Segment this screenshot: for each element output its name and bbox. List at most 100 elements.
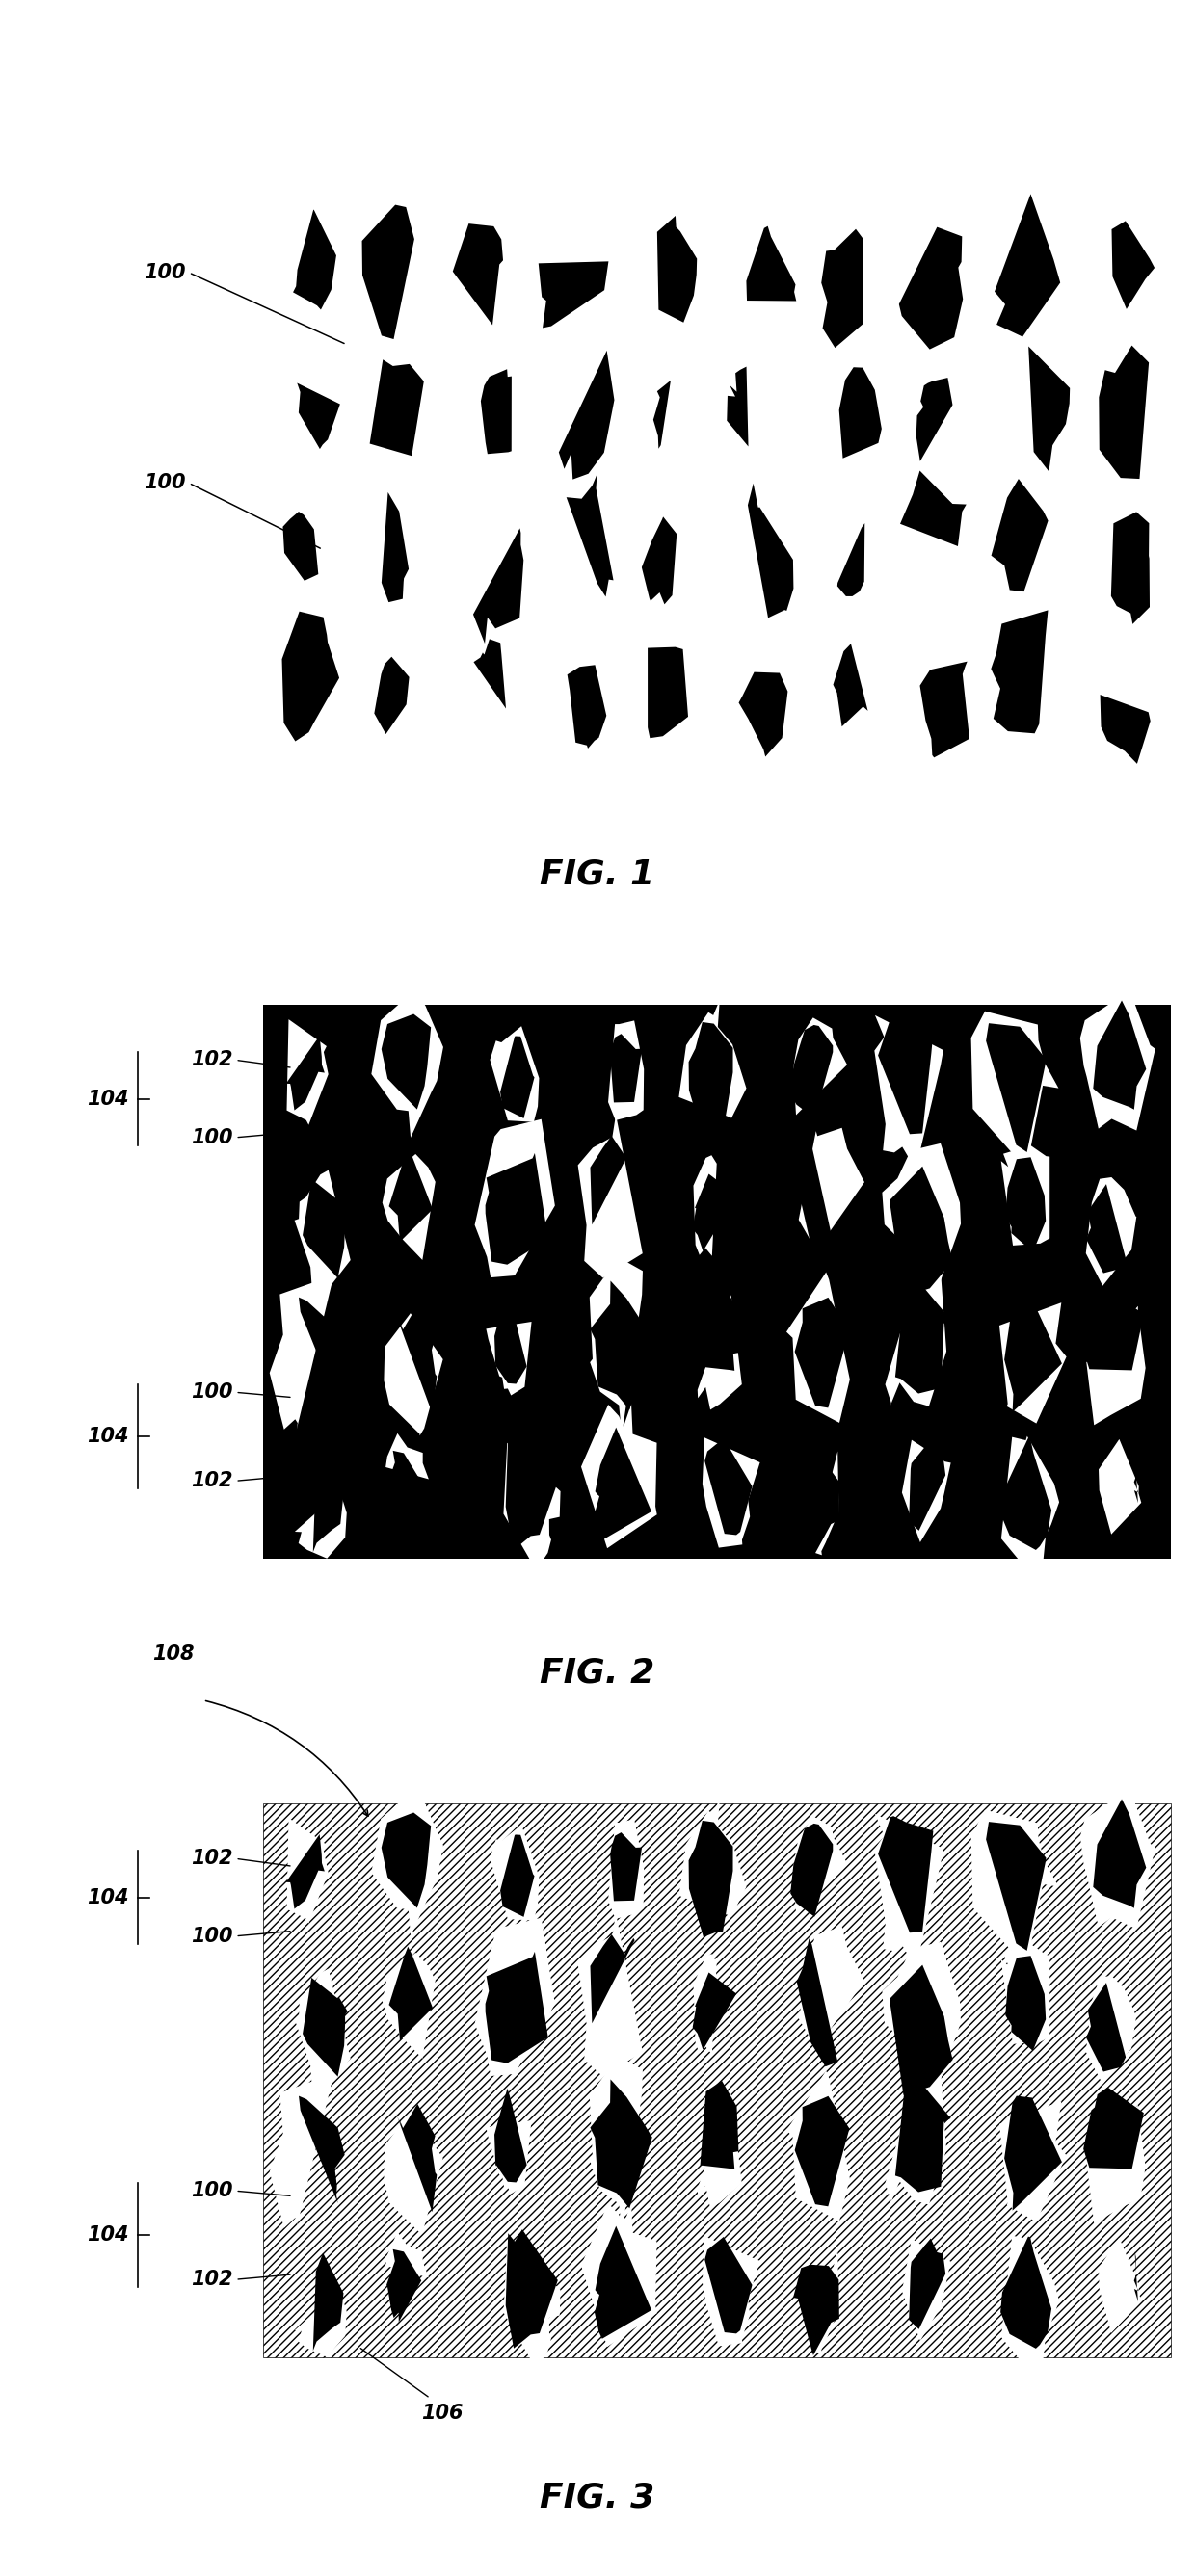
Text: 104: 104 [86, 1888, 129, 1906]
Text: 106: 106 [421, 2403, 464, 2421]
Polygon shape [381, 492, 409, 603]
Polygon shape [313, 2254, 343, 2352]
Polygon shape [590, 1935, 635, 2022]
Polygon shape [972, 1012, 1059, 1172]
Polygon shape [374, 657, 409, 734]
Polygon shape [568, 665, 606, 750]
Polygon shape [299, 1298, 344, 1404]
Polygon shape [590, 2079, 652, 2208]
Polygon shape [1001, 1945, 1049, 2045]
Polygon shape [1086, 1185, 1126, 1273]
Text: 102: 102 [191, 2269, 233, 2290]
Polygon shape [287, 1819, 329, 1924]
Polygon shape [501, 1036, 534, 1118]
Text: 102: 102 [191, 1471, 233, 1492]
Polygon shape [505, 2228, 558, 2349]
Polygon shape [495, 2089, 527, 2182]
Polygon shape [473, 528, 523, 644]
Polygon shape [838, 523, 865, 595]
Polygon shape [299, 2097, 344, 2202]
Polygon shape [991, 611, 1048, 734]
Polygon shape [793, 1816, 847, 1914]
Polygon shape [795, 1298, 850, 1409]
Polygon shape [878, 1018, 933, 1133]
Text: 100: 100 [143, 474, 185, 492]
Polygon shape [1084, 2087, 1144, 2169]
Polygon shape [900, 471, 967, 546]
Polygon shape [611, 1832, 642, 1901]
Polygon shape [1086, 2105, 1146, 2223]
Polygon shape [270, 1275, 333, 1430]
Polygon shape [1080, 992, 1156, 1131]
Polygon shape [885, 2050, 946, 2205]
Polygon shape [1093, 999, 1146, 1110]
Polygon shape [578, 1914, 643, 2076]
Polygon shape [1111, 222, 1154, 309]
Polygon shape [1000, 1437, 1052, 1551]
Polygon shape [480, 368, 511, 453]
Polygon shape [595, 2226, 651, 2339]
Polygon shape [679, 999, 747, 1118]
Polygon shape [286, 1036, 325, 1110]
Polygon shape [566, 474, 613, 598]
Polygon shape [1098, 2239, 1141, 2334]
Polygon shape [693, 1973, 736, 2050]
Polygon shape [648, 647, 688, 739]
Polygon shape [790, 1025, 833, 1118]
Polygon shape [486, 2120, 532, 2195]
Polygon shape [1111, 513, 1150, 623]
Polygon shape [739, 672, 788, 757]
Polygon shape [991, 479, 1048, 592]
Polygon shape [654, 381, 670, 448]
Polygon shape [295, 1492, 347, 1558]
Polygon shape [384, 2112, 443, 2233]
Polygon shape [294, 1968, 350, 2094]
Polygon shape [595, 1427, 651, 1540]
Polygon shape [882, 1144, 961, 1280]
Polygon shape [798, 1128, 864, 1249]
Text: 100: 100 [191, 1383, 233, 1401]
Polygon shape [608, 1819, 644, 1919]
Polygon shape [786, 2071, 850, 2221]
Polygon shape [293, 209, 336, 309]
Polygon shape [902, 2239, 951, 2342]
Polygon shape [1086, 1976, 1136, 2084]
Text: 104: 104 [86, 2226, 129, 2244]
Text: 100: 100 [191, 2182, 233, 2200]
Polygon shape [1093, 1798, 1146, 1909]
Polygon shape [790, 1824, 833, 1917]
Polygon shape [298, 384, 341, 448]
Bar [263, 1005, 1171, 1558]
Polygon shape [727, 366, 748, 446]
Polygon shape [270, 2074, 333, 2228]
Polygon shape [581, 1404, 657, 1548]
Polygon shape [1086, 1306, 1146, 1425]
Text: FIG. 2: FIG. 2 [540, 1656, 655, 1690]
Polygon shape [590, 1280, 652, 1409]
Polygon shape [381, 1015, 431, 1110]
Polygon shape [396, 2105, 437, 2213]
Polygon shape [813, 1450, 839, 1556]
Polygon shape [282, 611, 339, 742]
Polygon shape [693, 1953, 717, 2056]
Polygon shape [503, 2241, 560, 2370]
Polygon shape [705, 1437, 752, 1535]
Polygon shape [798, 1927, 864, 2048]
Polygon shape [388, 1149, 433, 1242]
Polygon shape [909, 1440, 945, 1530]
Polygon shape [386, 2231, 429, 2277]
Polygon shape [1004, 2097, 1062, 2210]
Polygon shape [1001, 1435, 1059, 1566]
Polygon shape [453, 224, 503, 325]
Text: 102: 102 [191, 1051, 233, 1069]
Polygon shape [999, 2102, 1066, 2223]
Polygon shape [473, 639, 505, 708]
Polygon shape [747, 227, 796, 301]
Polygon shape [495, 1291, 527, 1383]
Text: FIG. 3: FIG. 3 [540, 2481, 655, 2514]
Polygon shape [1029, 345, 1070, 471]
Polygon shape [474, 1917, 554, 2076]
Polygon shape [700, 1283, 739, 1370]
Polygon shape [362, 206, 415, 340]
Polygon shape [1098, 1440, 1141, 1535]
